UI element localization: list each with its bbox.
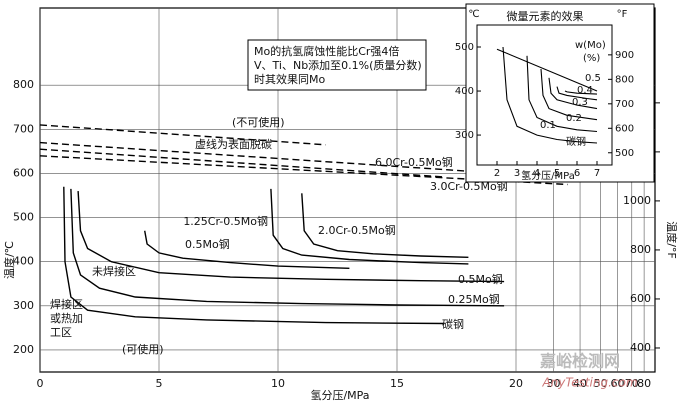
y2-tick-label: 800 <box>630 243 651 256</box>
note-line: Mo的抗氢腐蚀性能比Cr强4倍 <box>254 44 399 58</box>
y-tick-label: 400 <box>13 255 34 268</box>
x-tick-label: 60 <box>611 377 625 390</box>
annotation: (不可使用) <box>232 116 285 129</box>
x-tick-label: 15 <box>390 377 404 390</box>
curve-label: 2.0Cr-0.5Mo钢 <box>318 224 396 237</box>
curve-label: 0.25Mo钢 <box>448 293 500 306</box>
curve <box>540 68 598 121</box>
x-tick-label: 2 <box>494 168 500 179</box>
watermark-url: AnyTesting.com <box>541 376 637 390</box>
curve <box>39 124 326 146</box>
annotation: 虚线为表面脱碳 <box>195 137 272 151</box>
curve-label: 0.5Mo钢 <box>458 273 503 286</box>
x-tick-label: 30 <box>546 377 560 390</box>
y-tick-label: 500 <box>455 42 474 53</box>
y2-tick-label: 800 <box>615 74 634 85</box>
curve-label: 0.5 <box>585 73 601 84</box>
y2-tick-label: 500 <box>615 148 634 159</box>
annotation: 未焊接区 <box>92 264 136 278</box>
curve <box>556 86 598 101</box>
x-tick-label: 4 <box>534 168 540 179</box>
curve <box>496 48 598 92</box>
inset-title: 微量元素的效果 <box>507 9 584 23</box>
x-axis-label: 氢分压/MPa <box>310 388 369 402</box>
annotation: 焊接区 <box>50 297 83 311</box>
y2-tick-label: 700 <box>615 99 634 110</box>
curve <box>144 230 350 269</box>
curve <box>77 191 505 283</box>
curve-label: 0.4 <box>577 85 593 96</box>
curve-label: 碳钢 <box>566 135 586 148</box>
legend-title: w(Mo) <box>575 40 606 51</box>
watermark: 嘉峪检测网 <box>539 352 620 371</box>
y2-tick-label: 400 <box>630 341 651 354</box>
curve-label: 6.0Cr-0.5Mo钢 <box>375 156 453 169</box>
note-line: V、Ti、Nb添加至0.1%(质量分数) <box>254 58 422 72</box>
y2-unit: °F <box>617 9 628 20</box>
y-tick-label: 700 <box>13 122 34 135</box>
x-tick-label: 10 <box>271 377 285 390</box>
x-tick-label: 80 <box>637 377 651 390</box>
curve <box>39 148 445 178</box>
y-tick-label: 500 <box>13 211 34 224</box>
note-box <box>247 39 427 91</box>
y-axis-label: 温度/℃ <box>2 241 16 279</box>
x-tick-label: 0 <box>37 377 44 390</box>
curve-label: 0.5Mo钢 <box>185 238 230 251</box>
curve-label: 0.1 <box>540 120 556 131</box>
y-tick-label: 300 <box>13 299 34 312</box>
curve-label: 0.2 <box>566 113 582 124</box>
x-tick-label: 20 <box>509 377 523 390</box>
curve <box>63 186 445 325</box>
x-tick-label: 5 <box>156 377 163 390</box>
y2-tick-label: 900 <box>615 50 634 61</box>
x-tick-label: 7 <box>594 168 600 179</box>
y-tick-label: 300 <box>455 130 474 141</box>
legend-title: (%) <box>583 53 600 64</box>
annotation: (可使用) <box>122 343 164 356</box>
curve <box>502 46 598 144</box>
curve <box>70 188 505 307</box>
annotation: 工区 <box>50 326 72 339</box>
note-line: 时其效果同Mo <box>254 72 325 86</box>
y-tick-label: 400 <box>455 86 474 97</box>
y-tick-label: 800 <box>13 78 34 91</box>
x-tick-label: 70 <box>625 377 639 390</box>
inset-frame <box>476 24 613 166</box>
curve <box>526 55 598 133</box>
curve <box>301 193 469 258</box>
curve <box>270 188 469 265</box>
x-tick-label: 40 <box>573 377 587 390</box>
x-tick-label: 3 <box>514 168 520 179</box>
curve-label: 1.25Cr-0.5Mo钢 <box>183 215 268 228</box>
curve <box>564 90 598 95</box>
curve-label: 0.3 <box>572 97 588 108</box>
curve-label: 3.0Cr-0.5Mo钢 <box>430 180 508 193</box>
x-tick-label: 6 <box>574 168 580 179</box>
x-tick-label: 50 <box>594 377 608 390</box>
curve <box>548 77 598 110</box>
y2-tick-label: 1000 <box>623 194 651 207</box>
annotation: 或热加 <box>50 312 83 325</box>
y-tick-label: 600 <box>13 166 34 179</box>
y2-tick-label: 600 <box>615 123 634 134</box>
curve-label: 碳钢 <box>442 317 464 331</box>
y-tick-label: 200 <box>13 343 34 356</box>
x-tick-label: 5 <box>554 168 560 179</box>
y2-tick-label: 600 <box>630 292 651 305</box>
y-unit: ℃ <box>468 9 479 20</box>
x-axis-label: 氢分压/MPa <box>521 169 575 182</box>
curve <box>39 141 469 172</box>
y2-axis-label: 温度/°F <box>665 221 679 259</box>
